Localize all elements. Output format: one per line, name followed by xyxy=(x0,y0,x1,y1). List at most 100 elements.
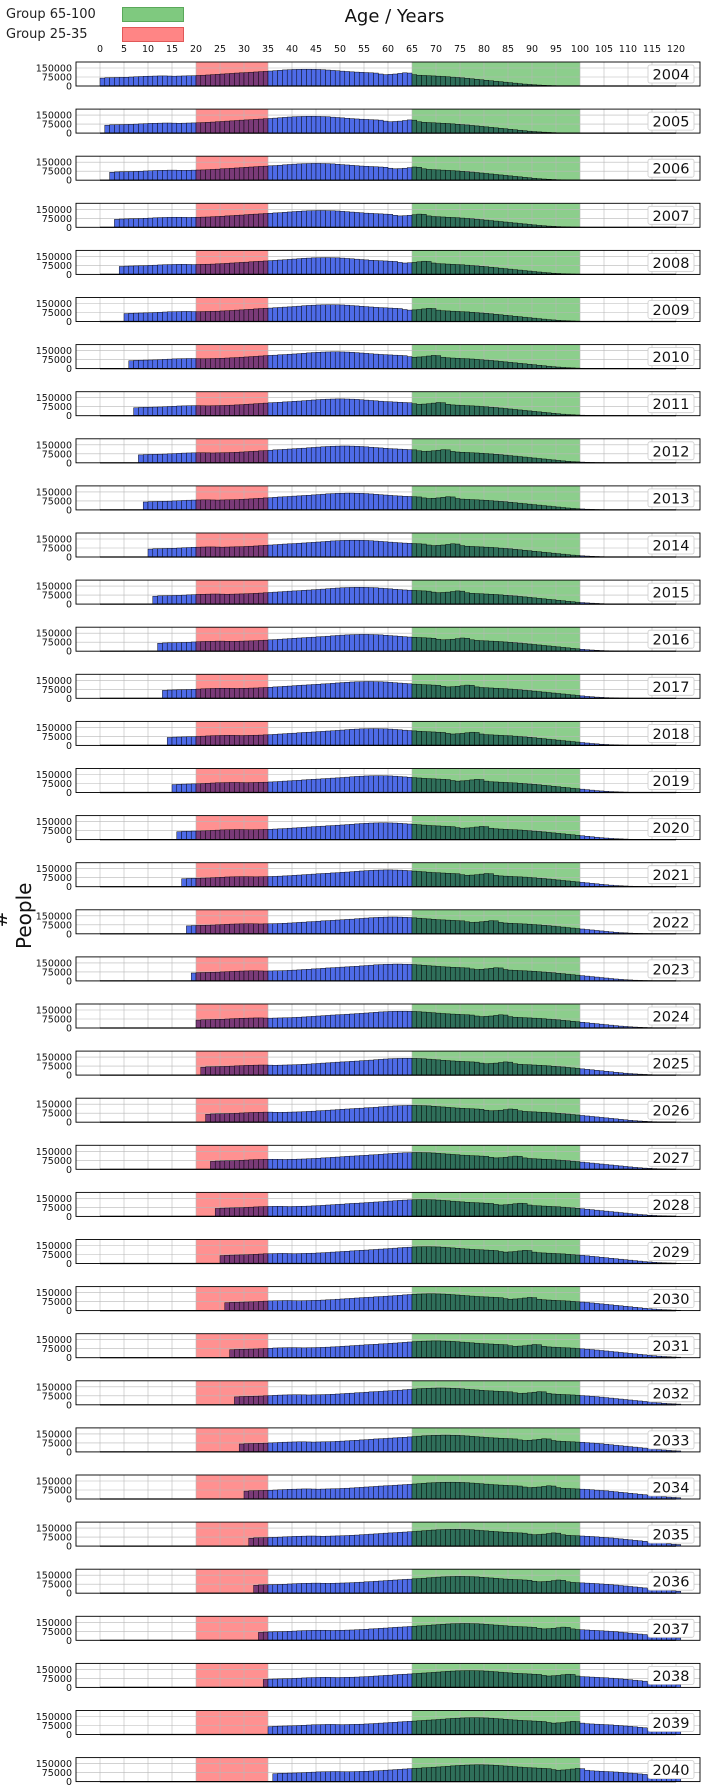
bar xyxy=(488,406,494,416)
bar xyxy=(440,1576,446,1594)
bar xyxy=(411,777,418,793)
bar xyxy=(272,260,278,275)
bar xyxy=(502,1719,509,1735)
y-tick-label: 150000 xyxy=(36,1241,72,1252)
bar xyxy=(354,1297,360,1311)
bar xyxy=(272,923,278,935)
bar xyxy=(603,1537,610,1547)
bar xyxy=(162,548,168,558)
bar xyxy=(488,873,494,887)
bar xyxy=(306,352,312,369)
bar xyxy=(430,498,437,511)
bar xyxy=(310,1016,317,1029)
bar xyxy=(339,1109,346,1123)
bar xyxy=(229,923,235,935)
bar xyxy=(205,877,211,887)
bar xyxy=(382,401,389,416)
bar xyxy=(526,1720,533,1735)
bar xyxy=(123,218,130,228)
bar xyxy=(114,124,120,134)
bar xyxy=(301,1394,307,1406)
year-label-box xyxy=(647,1524,695,1544)
bar xyxy=(541,1628,547,1641)
bar xyxy=(238,1349,245,1358)
bar xyxy=(219,546,226,558)
bar xyxy=(205,1066,211,1076)
bar xyxy=(474,1155,480,1170)
y-tick-label: 0 xyxy=(66,1024,72,1035)
bar xyxy=(416,1341,422,1358)
bar xyxy=(546,832,552,840)
bar xyxy=(138,170,144,181)
bar xyxy=(243,546,250,558)
bar xyxy=(397,1532,403,1547)
bar xyxy=(306,1253,312,1264)
bar xyxy=(474,1389,480,1406)
bar xyxy=(483,406,490,416)
bar xyxy=(219,1255,226,1264)
bar xyxy=(339,1535,346,1547)
bar xyxy=(363,1486,370,1500)
bar xyxy=(152,312,158,322)
bar xyxy=(435,1624,442,1641)
bar xyxy=(474,779,480,793)
bar xyxy=(478,873,485,887)
bar xyxy=(570,1394,576,1406)
bar xyxy=(594,1303,600,1311)
bar xyxy=(440,732,446,746)
bar xyxy=(570,1347,576,1358)
bar xyxy=(277,1159,283,1170)
bar xyxy=(109,172,115,181)
bar xyxy=(531,877,538,887)
bar xyxy=(272,1442,278,1453)
bar xyxy=(512,1579,518,1594)
bar xyxy=(253,1537,259,1547)
bar xyxy=(454,1294,461,1311)
bar xyxy=(526,1111,533,1123)
bar xyxy=(344,1582,350,1594)
bar xyxy=(214,216,221,228)
bar xyxy=(493,875,499,887)
bar xyxy=(392,1390,398,1406)
bar xyxy=(397,1105,403,1123)
bar xyxy=(142,359,149,369)
bar xyxy=(526,1673,533,1688)
bar xyxy=(373,1391,379,1406)
bar xyxy=(608,1211,614,1217)
bar xyxy=(536,504,542,511)
bar xyxy=(190,264,197,275)
bar xyxy=(584,1069,590,1076)
bar xyxy=(493,1390,499,1406)
bar xyxy=(541,1252,547,1264)
bar xyxy=(445,449,451,464)
bar xyxy=(435,1340,442,1358)
bar xyxy=(402,776,408,793)
bar xyxy=(421,1152,427,1170)
y-tick-label: 0 xyxy=(66,1636,72,1647)
bar xyxy=(531,411,538,416)
bar xyxy=(286,116,293,134)
bar xyxy=(445,404,451,416)
bar xyxy=(608,1537,614,1547)
bar xyxy=(253,356,259,369)
bar xyxy=(282,733,288,746)
bar xyxy=(522,1626,528,1641)
bar xyxy=(541,1438,547,1453)
bar xyxy=(594,1536,600,1547)
bar xyxy=(464,311,470,322)
bar xyxy=(627,1446,634,1453)
bar xyxy=(373,1012,379,1029)
bar xyxy=(416,1105,422,1123)
bar xyxy=(349,1345,355,1358)
bar xyxy=(478,1717,485,1735)
bar xyxy=(608,1677,614,1688)
bar xyxy=(546,1628,552,1641)
bar xyxy=(258,592,264,605)
bar xyxy=(262,734,269,746)
bar xyxy=(387,495,394,511)
bar xyxy=(344,71,350,87)
x-tick-label: 80 xyxy=(478,44,490,55)
bar xyxy=(224,405,230,416)
bar xyxy=(296,1583,302,1594)
bar xyxy=(507,1672,514,1688)
